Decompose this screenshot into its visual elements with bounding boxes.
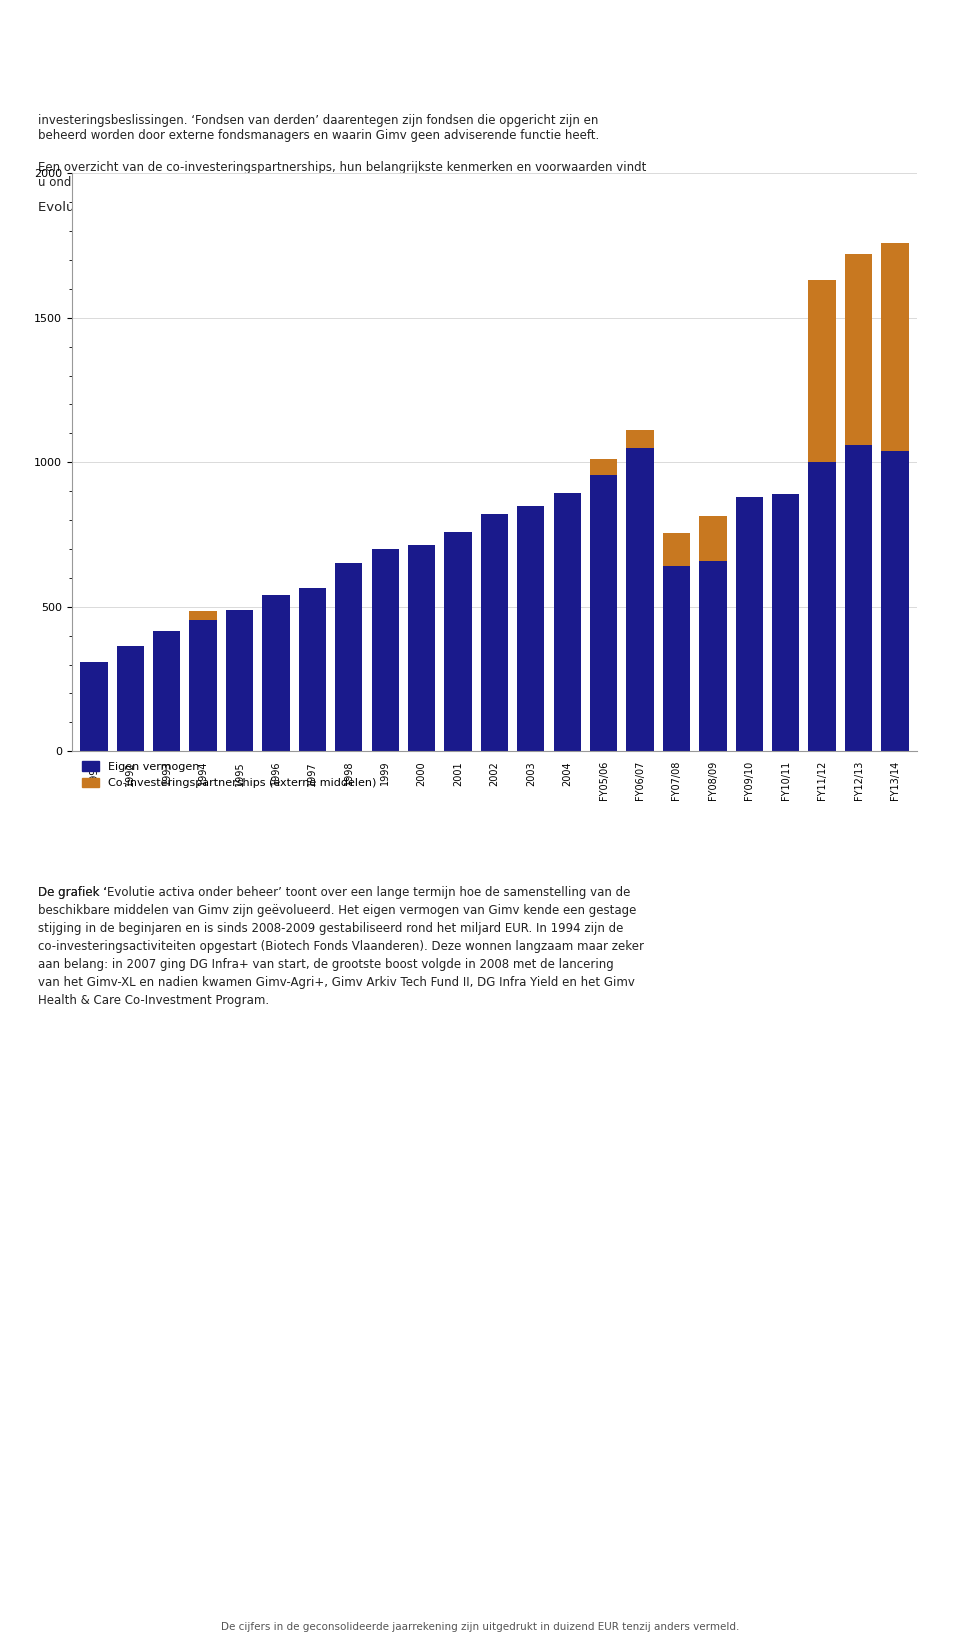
Legend: Eigen vermogen, Co-investeringspartnerships (externe middelen): Eigen vermogen, Co-investeringspartnersh… <box>78 756 380 792</box>
Bar <box>881 451 908 751</box>
Bar <box>189 611 217 619</box>
Bar <box>808 281 836 462</box>
Text: Jaarverslag 2013-2014: Jaarverslag 2013-2014 <box>10 23 168 35</box>
Bar <box>590 475 617 751</box>
Text: (in miljoen EUR): (in miljoen EUR) <box>197 201 284 211</box>
Bar <box>845 254 873 446</box>
Bar <box>772 494 800 751</box>
Bar <box>626 431 654 447</box>
Bar <box>481 515 508 751</box>
Bar <box>881 243 908 451</box>
Bar <box>335 563 362 751</box>
Bar <box>116 646 144 751</box>
Text: De cijfers in de geconsolideerde jaarrekening zijn uitgedrukt in duizend EUR ten: De cijfers in de geconsolideerde jaarrek… <box>221 1621 739 1631</box>
Bar <box>153 631 180 751</box>
Text: investeringsbeslissingen. ‘Fondsen van derden’ daarentegen zijn fondsen die opge: investeringsbeslissingen. ‘Fondsen van d… <box>38 114 600 142</box>
Bar <box>444 532 471 751</box>
Bar <box>262 596 290 751</box>
Bar <box>845 446 873 751</box>
Bar <box>699 561 727 751</box>
Bar <box>408 545 435 751</box>
Bar <box>590 459 617 475</box>
Bar <box>808 462 836 751</box>
Text: Een overzicht van de co-investeringspartnerships, hun belangrijkste kenmerken en: Een overzicht van de co-investeringspart… <box>38 162 647 190</box>
Text: De grafiek ‘Evolutie activa onder beheer’ toont over een lange termijn hoe de sa: De grafiek ‘Evolutie activa onder beheer… <box>38 887 644 1007</box>
Text: De grafiek ‘: De grafiek ‘ <box>38 887 108 900</box>
Bar <box>189 619 217 751</box>
Bar <box>735 497 763 751</box>
Bar <box>372 548 398 751</box>
Bar <box>662 566 690 751</box>
Text: p. 7/169: p. 7/169 <box>899 23 950 35</box>
Bar <box>699 515 727 561</box>
Bar <box>81 662 108 751</box>
Bar <box>517 505 544 751</box>
Text: Evolutie activa onder beheer: Evolutie activa onder beheer <box>38 201 231 215</box>
Bar <box>299 588 326 751</box>
Bar <box>226 609 253 751</box>
Bar <box>554 492 581 751</box>
Bar <box>626 447 654 751</box>
Bar <box>662 533 690 566</box>
